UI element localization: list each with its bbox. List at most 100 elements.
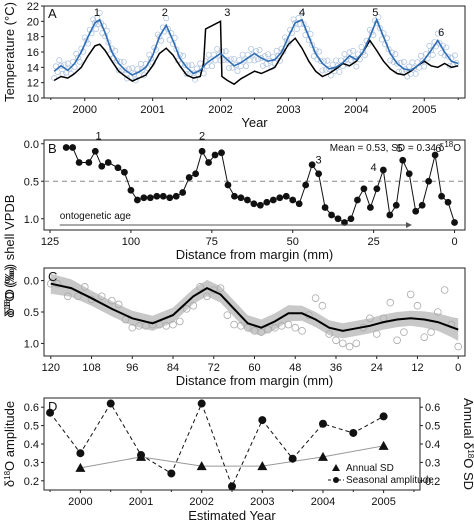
panel-a-raw-point bbox=[96, 9, 103, 16]
panel-b-stats-annotation: Mean = 0.53, SD = 0.34 δ18O bbox=[330, 140, 461, 155]
panel-b-peak-label: 1 bbox=[95, 130, 101, 142]
panel-c-point bbox=[230, 320, 238, 329]
panel-d-y2tick-label: 0.4 bbox=[425, 439, 440, 451]
panel-d-y2tick-label: 0.5 bbox=[425, 421, 440, 433]
panel-b-point bbox=[328, 211, 335, 219]
panel-c-point bbox=[271, 323, 279, 332]
panel-a-raw-point bbox=[350, 47, 356, 54]
panel-c-xtick-label: 84 bbox=[167, 362, 179, 374]
panel-a-raw-point bbox=[317, 58, 324, 64]
panel-b-point bbox=[179, 189, 187, 196]
panel-c-point bbox=[169, 320, 177, 329]
panel-b-point bbox=[269, 196, 277, 204]
panel-b-arrow-label: ontogenetic age bbox=[60, 211, 132, 222]
panel-b-frame bbox=[43, 139, 466, 231]
panel-a-raw-point bbox=[309, 42, 316, 49]
panel-c-ytick-label: 0.0 bbox=[24, 276, 39, 288]
panel-d-amplitude-point bbox=[379, 412, 388, 421]
panel-a-raw-point bbox=[56, 57, 63, 64]
panel-b-point bbox=[75, 159, 83, 166]
panel-c-point bbox=[372, 330, 381, 338]
panel-b-point bbox=[425, 177, 433, 185]
panel-c-ytick-label: 1.0 bbox=[24, 338, 39, 350]
panel-a-raw-point bbox=[146, 51, 153, 58]
panel-b-point bbox=[198, 147, 206, 155]
panel-d-y2tick-label: 0.2 bbox=[425, 476, 440, 488]
panel-d-amplitude-point bbox=[349, 428, 358, 437]
panel-d-xtick-label: 2004 bbox=[311, 496, 335, 508]
panel-d-ytick-label: 0.5 bbox=[24, 421, 39, 433]
panel-a-xtick-label: 2005 bbox=[412, 104, 436, 116]
panel-c-xtick-label: 48 bbox=[289, 362, 301, 374]
panel-b-point bbox=[192, 170, 200, 178]
panel-b-point bbox=[418, 201, 426, 209]
panel-a-raw-point bbox=[120, 58, 127, 65]
panel-c-point bbox=[128, 323, 137, 332]
panel-a-xtick-label: 2003 bbox=[276, 104, 300, 116]
panel-c-point bbox=[393, 336, 401, 345]
panel-b-point bbox=[133, 196, 141, 204]
panel-c-point bbox=[332, 336, 340, 345]
panel-a-raw-point bbox=[239, 51, 246, 58]
panel-b-point bbox=[405, 170, 413, 178]
panel-b-point bbox=[360, 185, 368, 193]
panel-c-point bbox=[352, 339, 361, 348]
panel-c-point bbox=[74, 292, 82, 301]
panel-b-point bbox=[366, 204, 374, 211]
panel-b-point bbox=[386, 211, 394, 219]
panel-c-xtick-label: 60 bbox=[248, 362, 260, 374]
panel-a-ytick-label: 10 bbox=[27, 93, 39, 105]
panel-a-raw-point bbox=[283, 37, 290, 44]
panel-b-point bbox=[341, 219, 348, 226]
panel-c-point bbox=[284, 320, 293, 329]
panel-b-point bbox=[62, 144, 70, 151]
panel-a-xtick-label: 2001 bbox=[140, 104, 164, 116]
panel-b-point bbox=[69, 144, 77, 151]
panel-b-point bbox=[231, 192, 238, 200]
panel-b-point bbox=[250, 200, 258, 208]
panel-d-sd-point bbox=[75, 462, 86, 472]
panel-a-raw-point bbox=[234, 68, 241, 75]
panel-d-ytick-label: 0.4 bbox=[24, 439, 39, 451]
panel-b-ylabel: δ18O (‰) shell VPDB bbox=[2, 195, 17, 316]
panel-c-point bbox=[264, 325, 272, 334]
panel-b-point bbox=[91, 147, 99, 155]
panel-a-raw-point bbox=[73, 50, 80, 57]
panel-b-xlabel: Distance from margin (mm) bbox=[176, 247, 333, 262]
panel-a-raw-point bbox=[421, 63, 428, 70]
panel-a-raw-point bbox=[412, 70, 419, 77]
panel-b-point bbox=[153, 192, 161, 200]
panel-c-confidence-band bbox=[50, 273, 459, 341]
panel-a-raw-point bbox=[183, 71, 190, 78]
panel-c-xtick-label: 108 bbox=[82, 362, 100, 374]
panel-a-raw-point bbox=[197, 60, 204, 67]
panel-a-ylabel: Temperature (°C) bbox=[2, 2, 17, 102]
panel-a-raw-point bbox=[75, 54, 81, 61]
panel-a-raw-point bbox=[164, 26, 171, 32]
panel-a-xtick-label: 2000 bbox=[72, 104, 96, 116]
panel-a-raw-point bbox=[115, 67, 122, 74]
panel-a-raw-point bbox=[346, 49, 353, 56]
panel-a-raw-point bbox=[66, 65, 73, 72]
panel-a-raw-point bbox=[293, 26, 300, 32]
panel-c-xlabel: Distance from margin (mm) bbox=[176, 373, 333, 388]
panel-b-xtick-label: 0 bbox=[451, 236, 457, 248]
panel-b-point bbox=[263, 198, 271, 206]
panel-a-raw-point bbox=[231, 55, 238, 62]
panel-a-raw-point bbox=[451, 52, 458, 59]
panel-b-point bbox=[308, 161, 316, 169]
panel-b-point bbox=[276, 194, 284, 202]
panel-c-xtick-label: 12 bbox=[411, 362, 423, 374]
panel-a-raw-point bbox=[265, 51, 272, 58]
panel-b-peak-label: 2 bbox=[199, 130, 205, 142]
panel-a-raw-point bbox=[217, 57, 224, 64]
panel-a-raw-point bbox=[443, 44, 450, 51]
panel-c-xtick-label: 0 bbox=[455, 362, 461, 374]
panel-a-raw-point bbox=[377, 25, 384, 32]
panel-c-point bbox=[176, 317, 184, 326]
panel-c-point bbox=[400, 328, 408, 336]
panel-b-point bbox=[315, 170, 323, 178]
panel-a-raw-point bbox=[129, 65, 136, 72]
panel-a-raw-point bbox=[91, 19, 98, 26]
panel-d-amplitude-line bbox=[49, 402, 384, 488]
